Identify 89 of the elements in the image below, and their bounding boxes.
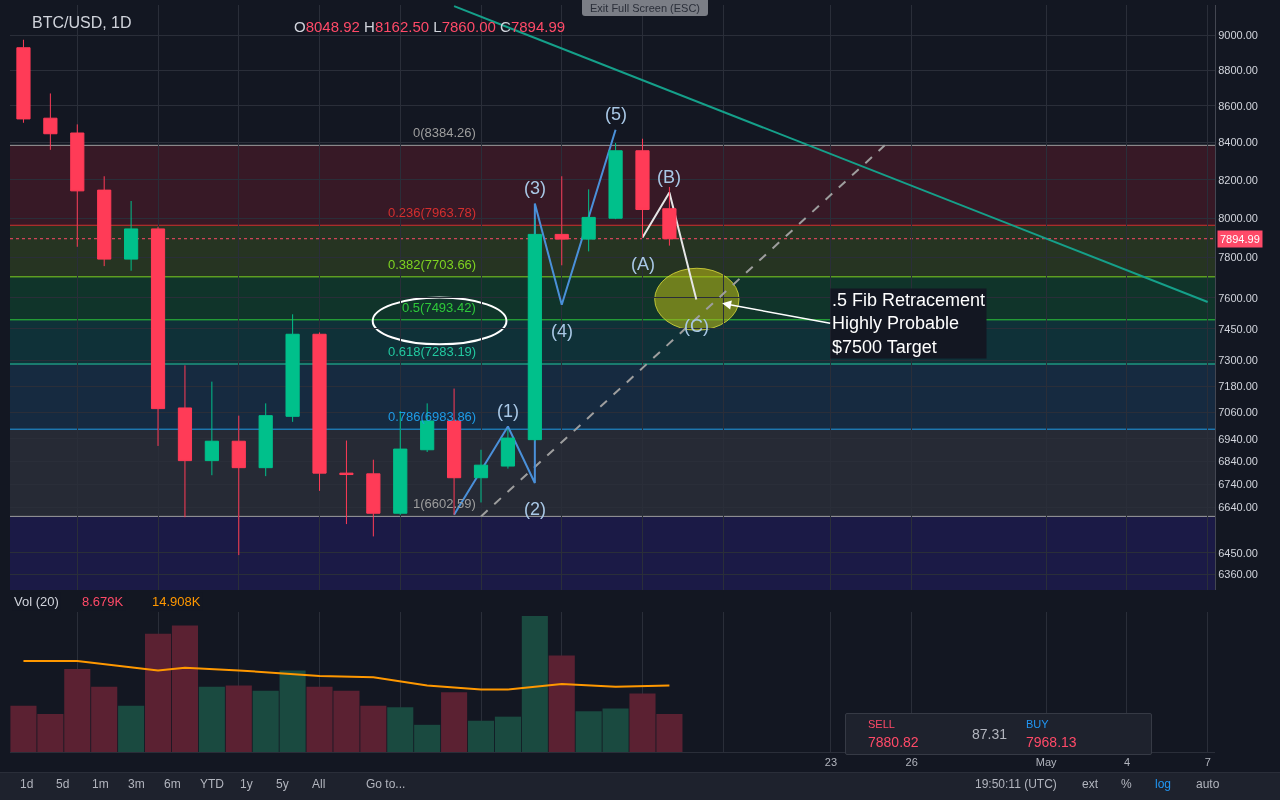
ref-line-label: 0.382(7703.66) [388,257,477,272]
bar [118,705,145,752]
candlestick [662,186,677,247]
candlestick [554,175,569,266]
candlestick [527,218,542,442]
chart-title: Vol (20) [14,594,59,609]
annotation: (1) [497,401,519,421]
y-tick-label: 6360.00 [1218,568,1258,581]
candlestick [366,459,381,537]
bar [548,655,575,752]
ref-line-label: 0.5(7493.42) [402,300,476,315]
annotation: 7968.13 [1026,734,1077,750]
ref-line-label: 0(8384.26) [413,125,476,140]
text: 19:50:11 (UTC) [975,777,1057,791]
y-tick-label: 9000.00 [1218,29,1258,42]
text: 1y [240,777,253,791]
text: 1d [20,777,34,791]
y-tick-label: 8000.00 [1218,212,1258,225]
text: 5d [56,777,70,791]
y-tick-label: 6840.00 [1218,455,1258,468]
y-tick-label: 7800.00 [1218,251,1258,264]
y-tick-label: 8600.00 [1218,99,1258,112]
candlestick [635,138,650,239]
text: 8.679K [82,594,124,609]
candlestick [339,440,354,525]
y-tick-label: 7060.00 [1218,406,1258,419]
x-tick-label: May [1035,756,1058,769]
y-tick-label: 8200.00 [1218,173,1258,186]
x-tick-label: 23 [824,756,838,769]
text: 5y [276,777,289,791]
candlestick [312,331,327,492]
candlestick [177,364,193,518]
ref-line-label: 0.618(7283.19) [388,344,477,359]
candlestick [231,415,246,556]
bar [441,692,468,752]
text: % [1121,777,1132,791]
annotation: (2) [524,499,546,519]
x-tick-label: 7 [1204,756,1211,769]
annotation: (4) [551,321,573,341]
annotation: (3) [524,178,546,198]
bar [225,685,252,752]
text: ext [1082,777,1099,791]
text: 14.908K [152,594,201,609]
y-tick-label: 6450.00 [1218,546,1258,559]
annotation: .5 Fib Retracement Highly Probable $7500 Target [832,290,986,357]
annotation: SELL [868,718,895,730]
bar [198,686,225,752]
text: log [1155,777,1172,791]
annotation: 87.31 [972,726,1008,742]
text: BTC/USD, 1D [32,13,132,31]
text: auto [1196,777,1220,791]
candlestick [473,449,489,503]
y-tick-label: 7600.00 [1218,291,1258,304]
y-tick-label: 7450.00 [1218,322,1258,335]
candlestick [285,313,300,423]
annotation: BUY [1026,718,1049,730]
text: 3m [128,777,145,791]
text: All [312,777,326,791]
x-tick-label: 26 [905,756,918,769]
candlestick [124,200,139,272]
annotation: 7880.82 [868,734,919,750]
y-tick-label: 7180.00 [1218,380,1258,393]
y-tick-label: 6740.00 [1218,478,1258,491]
annotation: (C) [684,316,709,336]
text: 1m [92,777,109,791]
candlestick [43,92,58,151]
annotation: Exit Full Screen (ESC) [582,0,709,16]
y-tick-label: 8400.00 [1218,136,1258,149]
candlestick [97,175,112,267]
ref-line-label: 7894.99 [1220,233,1260,245]
candlestick [70,123,85,248]
text: 6m [164,777,181,791]
y-tick-label: 6640.00 [1218,501,1258,514]
annotation: (A) [631,254,655,274]
y-tick-label: 6940.00 [1218,432,1258,445]
text: Go to... [366,777,406,791]
candlestick [581,188,596,252]
annotation: (5) [605,104,627,124]
y-tick-label: 7300.00 [1218,354,1258,367]
candlestick [204,381,219,476]
x-tick-label: 4 [1123,756,1131,769]
candlestick [16,39,31,124]
text: YTD [200,777,224,791]
ref-line-label: 0.236(7963.78) [388,205,477,220]
annotation: (B) [657,167,681,187]
candlestick [258,402,273,477]
candlestick [608,142,623,220]
y-tick-label: 8800.00 [1218,64,1258,77]
candlestick [500,428,516,470]
